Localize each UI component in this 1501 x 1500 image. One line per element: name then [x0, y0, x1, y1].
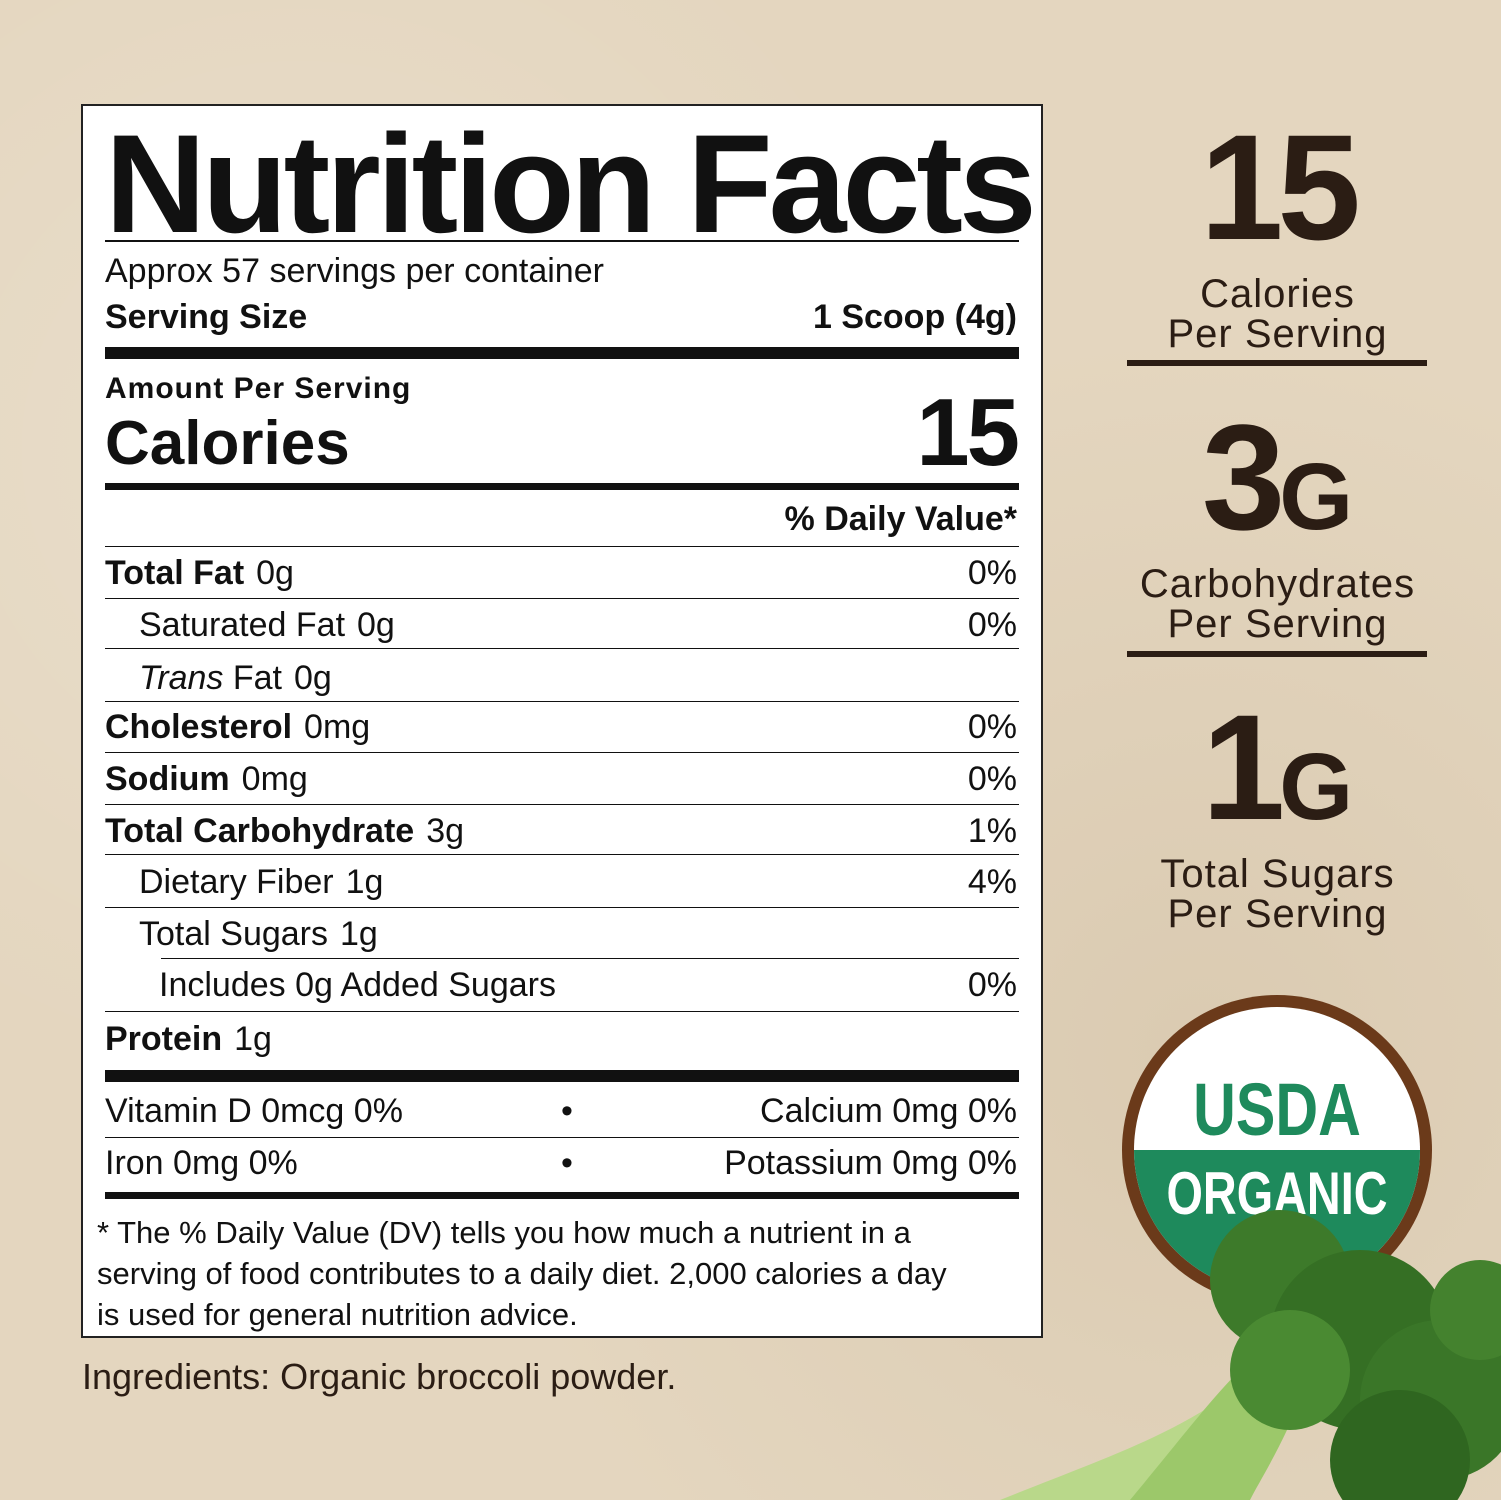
highlight-carbs: 3G Carbohydrates Per Serving — [1110, 402, 1445, 644]
ingredients: Ingredients: Organic broccoli powder. — [82, 1356, 677, 1397]
divider — [105, 598, 1019, 599]
nutrient-amount: 0mg — [241, 760, 308, 798]
nutrient-row: Total Sugars 1g — [139, 917, 378, 951]
nutrient-row: Sodium 0mg — [105, 762, 308, 796]
divider — [105, 1011, 1019, 1012]
nutrition-facts-panel: Nutrition Facts Approx 57 servings per c… — [81, 104, 1043, 1338]
divider — [105, 907, 1019, 908]
label-title: Nutrition Facts — [105, 105, 1037, 262]
divider — [105, 546, 1019, 547]
nutrient-row: Includes 0g Added Sugars — [159, 968, 556, 1002]
highlight-sugars: 1G Total Sugars Per Serving — [1110, 692, 1445, 934]
highlight-label: Per Serving — [1167, 892, 1388, 936]
nutrient-amount: 3g — [426, 812, 465, 850]
nutrient-daily-value: 0% — [967, 708, 1017, 746]
nutrient-row: Protein 1g — [105, 1022, 272, 1056]
nutrient-amount: 0g — [256, 554, 294, 592]
divider — [1127, 360, 1427, 366]
nutrient-name: Sodium — [105, 760, 230, 798]
nutrient-daily-value: 0% — [967, 606, 1017, 644]
nutrient-row: Saturated Fat 0g — [139, 608, 395, 642]
nutrient-row: Dietary Fiber 1g — [139, 865, 383, 899]
footnote-line: is used for general nutrition advice. — [97, 1297, 578, 1332]
thick-divider — [105, 1070, 1019, 1082]
medium-divider — [105, 483, 1019, 490]
calories-value: 15 — [916, 379, 1020, 486]
nutrient-daily-value: 0% — [967, 966, 1017, 1004]
divider — [1127, 651, 1427, 657]
daily-value-header: % Daily Value* — [784, 500, 1017, 538]
micro-right-1: Potassium 0mg 0% — [724, 1144, 1017, 1182]
highlight-value: 15 — [1200, 103, 1361, 271]
micro-left-1: Iron 0mg 0% — [105, 1144, 298, 1182]
micro-right-0: Calcium 0mg 0% — [760, 1092, 1017, 1130]
nutrient-row: Trans Fat 0g — [139, 661, 332, 695]
nutrient-daily-value: 1% — [967, 812, 1017, 850]
bullet: • — [561, 1144, 573, 1182]
nutrient-row: Total Carbohydrate 3g — [105, 814, 464, 848]
nutrient-amount: 1g — [234, 1020, 272, 1058]
footnote: * The % Daily Value (DV) tells you how m… — [97, 1212, 947, 1335]
divider — [105, 701, 1019, 702]
highlight-value: 1 — [1201, 683, 1285, 851]
highlight-label: Per Serving — [1167, 602, 1388, 646]
serving-size-value: 1 Scoop (4g) — [812, 298, 1017, 336]
nutrient-name: Saturated Fat — [139, 606, 346, 644]
highlight-label: Calories — [1200, 272, 1355, 316]
nutrient-name: Dietary Fiber — [139, 863, 334, 901]
nutrient-name: Protein — [105, 1020, 223, 1058]
highlight-value: 3 — [1201, 393, 1285, 561]
nutrient-name: Includes 0g Added Sugars — [159, 966, 556, 1004]
nutrient-amount: 1g — [340, 915, 378, 953]
highlight-unit: G — [1279, 444, 1354, 550]
divider — [105, 804, 1019, 805]
nutrient-name: Total Carbohydrate — [105, 812, 415, 850]
serving-size-label: Serving Size — [105, 298, 308, 336]
bullet: • — [561, 1092, 573, 1130]
medium-divider — [105, 1192, 1019, 1199]
nutrient-daily-value: 4% — [967, 863, 1017, 901]
divider — [105, 240, 1019, 242]
nutrient-row: Cholesterol 0mg — [105, 710, 370, 744]
broccoli-image — [1000, 1210, 1501, 1500]
nutrient-amount: 0mg — [304, 708, 371, 746]
divider — [105, 648, 1019, 649]
nutrient-row: Total Fat 0g — [105, 556, 294, 590]
highlight-label: Total Sugars — [1160, 852, 1395, 896]
nutrient-amount: 0g — [357, 606, 395, 644]
highlight-calories: 15 Calories Per Serving — [1110, 112, 1445, 354]
nutrient-daily-value: 0% — [967, 554, 1017, 592]
divider — [161, 958, 1019, 959]
nutrient-name: Total Sugars — [139, 915, 328, 953]
nutrient-amount: 1g — [345, 863, 384, 901]
highlight-label: Carbohydrates — [1139, 562, 1416, 606]
footnote-line: serving of food contributes to a daily d… — [97, 1256, 947, 1291]
nutrient-daily-value: 0% — [967, 760, 1017, 798]
divider — [105, 854, 1019, 855]
footnote-line: * The % Daily Value (DV) tells you how m… — [97, 1215, 911, 1250]
seal-text-usda: USDA — [1193, 1068, 1361, 1151]
micro-left-0: Vitamin D 0mcg 0% — [105, 1092, 403, 1130]
nutrient-amount: 0g — [293, 659, 332, 697]
highlight-unit: G — [1279, 734, 1354, 840]
highlight-label: Per Serving — [1167, 312, 1388, 356]
amount-per-serving: Amount Per Serving — [105, 372, 412, 405]
calories-label: Calories — [105, 409, 350, 478]
nutrient-name: Cholesterol — [105, 708, 293, 746]
divider — [105, 1137, 1019, 1138]
nutrient-name: Total Fat — [105, 554, 245, 592]
thick-divider — [105, 347, 1019, 359]
nutrient-name: Trans — [139, 659, 224, 697]
nutrient-name-rest: Fat — [232, 659, 282, 697]
divider — [105, 752, 1019, 753]
servings-per-container: Approx 57 servings per container — [105, 252, 604, 290]
